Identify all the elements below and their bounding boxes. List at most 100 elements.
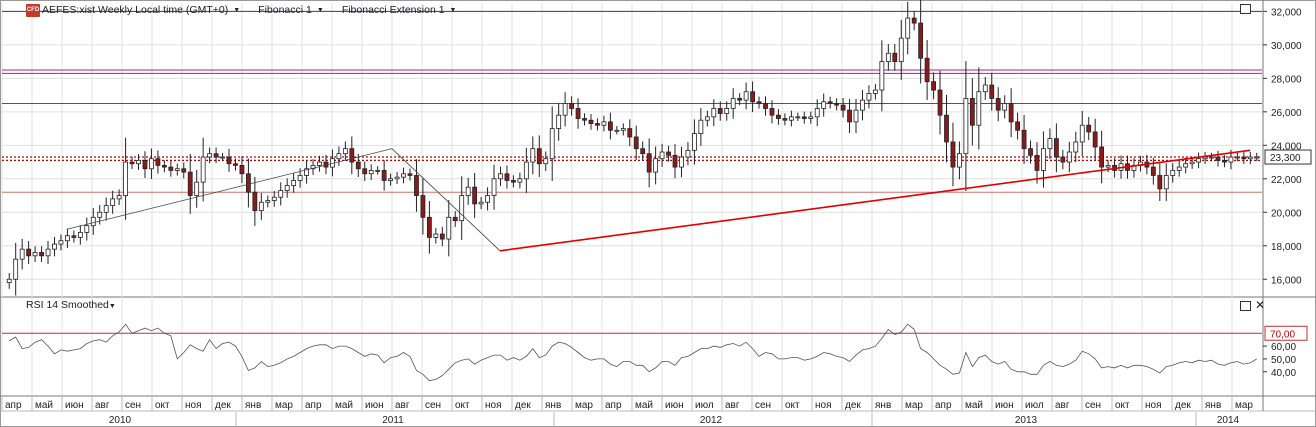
candle-body: [1196, 158, 1201, 163]
candle-body: [168, 166, 174, 171]
candle-body: [187, 171, 193, 196]
month-tick-label: дек: [215, 400, 231, 411]
candle-body: [1150, 166, 1156, 176]
candle-body: [19, 248, 25, 260]
candle-body: [1228, 156, 1234, 163]
candle-body: [1002, 103, 1008, 111]
month-tick-label: июн: [365, 400, 384, 411]
candle-body: [485, 195, 490, 203]
fibonacci-extension-label[interactable]: Fibonacci Extension 1: [341, 4, 445, 16]
candle-body: [1183, 163, 1189, 168]
candle-body: [278, 190, 284, 198]
month-tick-label: май: [635, 400, 653, 411]
instrument-title[interactable]: AEFES:xist Weekly Local time (GMT+0): [42, 4, 229, 16]
candle-body: [110, 198, 116, 206]
candle-body: [149, 158, 154, 170]
candle-body: [743, 91, 749, 101]
month-tick-label: окт: [155, 400, 170, 411]
month-tick-label: авг: [1055, 400, 1070, 411]
candle-body: [769, 108, 775, 116]
maximize-icon[interactable]: [1240, 301, 1251, 311]
candle-body: [401, 173, 406, 178]
year-label: 2010: [109, 415, 132, 426]
candle-body: [924, 57, 930, 83]
candle-body: [77, 231, 83, 238]
month-tick-label: июл: [1025, 400, 1044, 411]
candle-body: [814, 108, 820, 118]
rsi-line: [8, 323, 1258, 382]
candle-body: [317, 161, 322, 166]
current-price-label: 23,300: [1270, 153, 1301, 164]
candle-body: [407, 173, 413, 176]
candle-body: [1099, 146, 1105, 168]
month-tick-label: мар: [1235, 400, 1253, 411]
candle-body: [245, 173, 251, 193]
month-tick-label: авг: [395, 400, 410, 411]
candle-body: [116, 195, 122, 200]
candle-body: [349, 148, 355, 163]
chevron-down-icon[interactable]: ▼: [316, 6, 324, 14]
candle-body: [355, 161, 361, 170]
candle-body: [601, 121, 607, 126]
month-tick-label: окт: [455, 400, 470, 411]
candle-body: [976, 91, 982, 126]
rsi-overbought-label: 70,00: [1270, 329, 1295, 340]
chevron-down-icon[interactable]: ▼: [449, 6, 457, 14]
fibonacci-line: [391, 148, 501, 252]
fibonacci-indicator-label[interactable]: Fibonacci 1: [258, 4, 312, 16]
candle-body: [271, 196, 277, 201]
candle-body: [39, 252, 44, 257]
candle-body: [291, 180, 297, 186]
candle-body: [1060, 156, 1066, 163]
candle-body: [123, 161, 128, 196]
month-tick-label: мар: [575, 400, 593, 411]
candle-body: [368, 170, 374, 175]
candle-body: [226, 156, 232, 165]
candle-body: [989, 84, 995, 99]
candle-body: [155, 158, 161, 166]
candle-body: [336, 153, 342, 160]
candle-body: [26, 248, 32, 257]
candle-body: [13, 258, 19, 280]
candle-body: [523, 161, 529, 180]
candle-body: [821, 101, 827, 109]
candle-body: [879, 61, 885, 91]
candle-body: [90, 216, 96, 227]
candle-body: [394, 176, 400, 180]
candle-body: [258, 201, 264, 212]
current-price-box: [1264, 149, 1312, 165]
candle-body: [511, 180, 516, 183]
candle-body: [1008, 103, 1014, 123]
candle-body: [375, 170, 381, 172]
month-tick-label: окт: [785, 400, 800, 411]
month-tick-label: сен: [1085, 400, 1101, 411]
month-tick-label: апр: [305, 400, 322, 411]
year-label: 2014: [1217, 415, 1240, 426]
chevron-down-icon[interactable]: ▼: [233, 6, 241, 14]
candle-body: [1105, 165, 1111, 168]
candle-body: [297, 175, 303, 181]
candle-body: [944, 114, 949, 143]
price-tick-label: 32,000: [1271, 7, 1302, 18]
rsi-label[interactable]: RSI 14 Smoothed: [26, 299, 109, 311]
candle-body: [847, 109, 852, 123]
candle-body: [911, 17, 917, 24]
month-tick-label: май: [35, 400, 53, 411]
candle-body: [595, 123, 600, 126]
chevron-down-icon[interactable]: ▼: [108, 303, 116, 310]
candle-body: [872, 89, 878, 94]
close-icon[interactable]: ✕: [1255, 298, 1266, 312]
rsi-tick-label: 50,00: [1271, 355, 1296, 366]
candle-body: [776, 114, 781, 119]
month-tick-label: май: [335, 400, 353, 411]
rsi-overbought-box: [1264, 325, 1308, 341]
candle-body: [517, 178, 523, 183]
rsi-header: RSI 14 Smoothed▼: [26, 299, 116, 311]
month-tick-label: ноя: [185, 400, 202, 411]
candle-body: [265, 200, 271, 203]
candle-body: [666, 151, 671, 156]
maximize-icon[interactable]: [1240, 4, 1251, 14]
candle-body: [646, 153, 652, 173]
candle-body: [52, 243, 57, 250]
